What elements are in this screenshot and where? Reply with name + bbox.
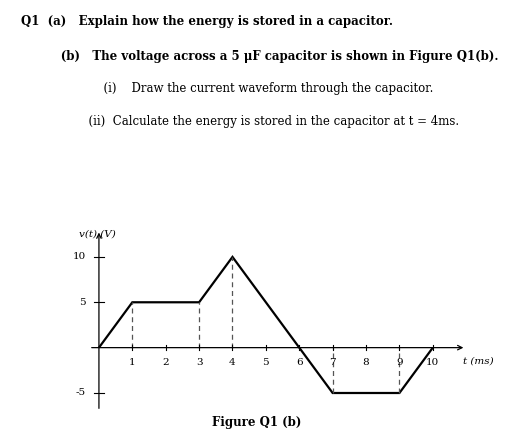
Text: -5: -5 xyxy=(76,388,85,397)
Text: (b)   The voltage across a 5 μF capacitor is shown in Figure Q1(b).: (b) The voltage across a 5 μF capacitor … xyxy=(36,50,499,63)
Text: 10: 10 xyxy=(426,358,439,367)
Text: 1: 1 xyxy=(129,358,136,367)
Text: (i)    Draw the current waveform through the capacitor.: (i) Draw the current waveform through th… xyxy=(51,82,434,95)
Text: 5: 5 xyxy=(79,298,85,307)
Text: t (ms): t (ms) xyxy=(463,357,493,366)
Text: Figure Q1 (b): Figure Q1 (b) xyxy=(212,416,302,429)
Text: 5: 5 xyxy=(263,358,269,367)
Text: 8: 8 xyxy=(363,358,370,367)
Text: 4: 4 xyxy=(229,358,236,367)
Text: 7: 7 xyxy=(329,358,336,367)
Text: Q1  (a)   Explain how the energy is stored in a capacitor.: Q1 (a) Explain how the energy is stored … xyxy=(21,15,393,28)
Text: 3: 3 xyxy=(196,358,203,367)
Text: 10: 10 xyxy=(72,252,85,262)
Text: 9: 9 xyxy=(396,358,403,367)
Text: v(t) (V): v(t) (V) xyxy=(79,230,116,239)
Text: (ii)  Calculate the energy is stored in the capacitor at t = 4ms.: (ii) Calculate the energy is stored in t… xyxy=(36,115,459,128)
Text: 2: 2 xyxy=(162,358,169,367)
Text: 6: 6 xyxy=(296,358,303,367)
